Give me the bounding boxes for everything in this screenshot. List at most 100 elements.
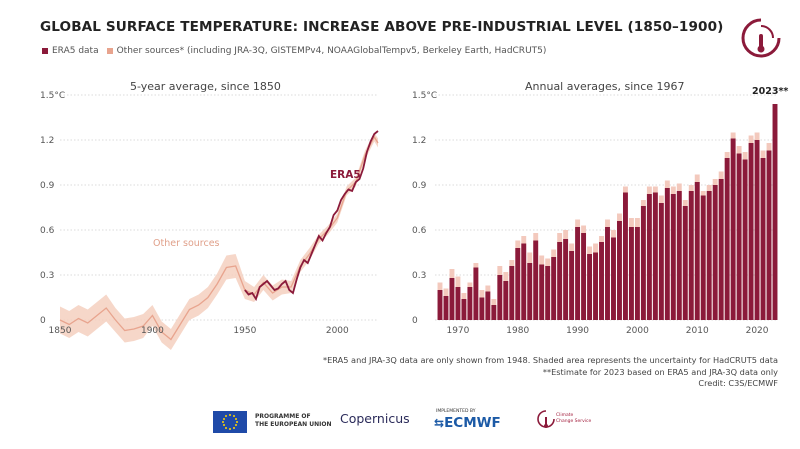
bar-era5	[772, 104, 778, 320]
bar-era5	[736, 153, 742, 320]
bar-era5	[593, 252, 598, 320]
bar-era5	[754, 140, 760, 320]
bar-era5	[467, 287, 473, 320]
bar-era5	[748, 143, 754, 320]
legend: ERA5 data Other sources* (including JRA-…	[42, 46, 554, 56]
left-xtick-label: 1950	[233, 326, 256, 336]
bar-era5	[473, 267, 479, 320]
right-ytick-label: 0.6	[412, 226, 427, 236]
left-ytick-label: 0.9	[40, 181, 55, 191]
footnotes: *ERA5 and JRA-3Q data are only shown fro…	[323, 355, 778, 390]
bar-era5	[575, 227, 581, 320]
ecmwf-text: ECMWF	[444, 415, 501, 431]
left-ytick-label: 0	[40, 316, 46, 326]
c3s-label: Climate Change Service	[556, 413, 591, 424]
bar-era5	[605, 227, 610, 320]
bar-era5	[455, 287, 461, 320]
left-xtick-label: 1900	[141, 326, 164, 336]
bar-era5	[766, 150, 772, 320]
programme-line2: THE EUROPEAN UNION	[255, 420, 332, 428]
left-xtick-label: 2000	[326, 326, 349, 336]
chart-title: GLOBAL SURFACE TEMPERATURE: INCREASE ABO…	[40, 19, 724, 35]
bar-era5	[515, 248, 521, 320]
c3s-label-line1: Climate	[556, 413, 574, 418]
bar-era5	[622, 192, 628, 320]
legend-swatch-other	[106, 48, 113, 54]
bar-era5	[599, 242, 604, 320]
bar-era5	[617, 221, 622, 320]
c3s-logo-icon	[741, 18, 781, 58]
left-ytick-label: 1.2	[40, 136, 54, 146]
annotation-other-sources: Other sources	[153, 238, 220, 249]
annotation-era5: ERA5	[330, 169, 361, 181]
bar-era5	[545, 266, 551, 320]
bar-era5	[640, 206, 646, 320]
bar-era5	[742, 159, 748, 320]
left-ytick-label: 0.3	[40, 271, 54, 281]
bar-era5	[563, 239, 569, 320]
ecmwf-logo: ⇆ECMWF	[434, 415, 501, 431]
legend-item-other: Other sources* (including JRA-3Q, GISTEM…	[106, 46, 547, 56]
ecmwf-implemented-by: IMPLEMENTED BY	[436, 409, 476, 414]
bar-era5	[479, 297, 485, 320]
eu-flag-icon	[213, 411, 247, 433]
ecmwf-arrow-icon: ⇆	[434, 416, 445, 430]
bar-era5	[730, 138, 736, 320]
left-ytick-label: 0.6	[40, 226, 55, 236]
annotation-2023: 2023**	[752, 86, 788, 97]
right-bar-chart: Annual averages, since 1967 0 0.3 0.6 0.9 1.…	[412, 80, 788, 336]
bar-era5	[688, 191, 694, 320]
right-ytick-label: 1.2	[412, 136, 426, 146]
bar-era5	[557, 242, 563, 320]
bar-era5	[718, 179, 724, 320]
bar-era5	[628, 227, 634, 320]
right-xtick-label: 2010	[686, 326, 709, 336]
bar-era5	[521, 243, 527, 320]
bar-era5	[551, 257, 557, 320]
right-ytick-label: 1.5°C	[412, 91, 437, 101]
bar-era5	[569, 251, 575, 320]
bar-era5	[611, 237, 616, 320]
c3s-label-line2: Change Service	[556, 418, 592, 424]
legend-swatch-era5	[42, 48, 48, 54]
bar-era5	[461, 299, 467, 320]
left-ytick-label: 1.5°C	[40, 91, 65, 101]
bar-era5	[712, 185, 718, 320]
left-line-chart: 5-year average, since 1850 0 0.3 0.6 0.9 1.2…	[40, 80, 379, 350]
right-xtick-label: 1990	[566, 326, 589, 336]
c3s-small-logo-icon	[537, 410, 555, 428]
right-xtick-label: 1970	[446, 326, 469, 336]
bar-era5	[634, 227, 640, 320]
footnote-credit: Credit: C3S/ECMWF	[698, 378, 778, 388]
bar-era5	[527, 263, 533, 320]
left-chart-subtitle: 5-year average, since 1850	[130, 80, 281, 93]
bar-era5	[724, 158, 730, 320]
bar-era5	[700, 195, 706, 320]
bar-era5	[664, 188, 670, 320]
uncertainty-band	[60, 132, 378, 350]
bar-era5	[443, 296, 449, 320]
right-ytick-label: 0.3	[412, 271, 426, 281]
bar-era5	[676, 191, 682, 320]
bar-era5	[706, 191, 712, 320]
footnote-line1: *ERA5 and JRA-3Q data are only shown fro…	[323, 355, 778, 365]
legend-item-era5: ERA5 data	[42, 46, 99, 56]
bar-era5	[491, 305, 497, 320]
bar-era5	[646, 194, 652, 320]
right-xtick-label: 2000	[626, 326, 649, 336]
bar-era5	[449, 278, 455, 320]
right-xtick-label: 1980	[506, 326, 529, 336]
bar-era5	[503, 281, 509, 320]
bar-era5	[437, 290, 443, 320]
right-xtick-label: 2020	[746, 326, 769, 336]
bar-era5	[533, 240, 539, 320]
footnote-line2: **Estimate for 2023 based on ERA5 and JR…	[542, 366, 778, 377]
programme-line1: PROGRAMME OF	[255, 413, 311, 420]
bar-era5	[497, 275, 503, 320]
right-ytick-label: 0.9	[412, 181, 427, 191]
legend-label-other: Other sources* (including JRA-3Q, GISTEM…	[116, 46, 547, 56]
bar-era5	[658, 203, 664, 320]
bar-era5	[581, 233, 587, 320]
bar-era5	[652, 192, 658, 320]
